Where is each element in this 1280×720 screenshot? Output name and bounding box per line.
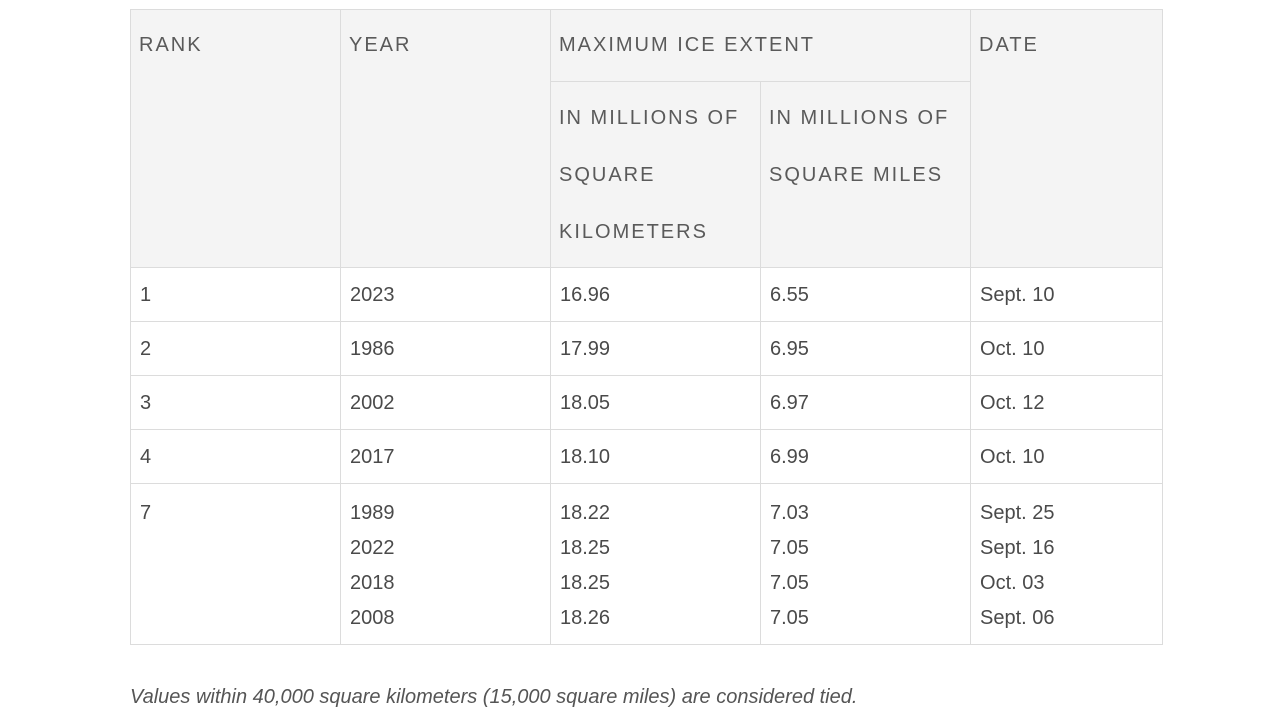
cell-rank: 4 [130, 429, 341, 484]
table-row: 3 2002 18.05 6.97 Oct. 12 [130, 375, 1164, 430]
table-row: 2 1986 17.99 6.95 Oct. 10 [130, 321, 1164, 376]
cell-rank: 7 [130, 483, 341, 645]
km-value: 18.25 [560, 572, 611, 594]
cell-date: Oct. 10 [970, 321, 1164, 376]
cell-rank: 1 [130, 267, 341, 322]
header-row: RANK YEAR MAXIMUM ICE EXTENT DATE [130, 9, 1164, 268]
cell-mi: 6.55 [759, 267, 972, 322]
cell-date: Oct. 10 [970, 429, 1164, 484]
cell-year: 1986 [340, 321, 551, 376]
cell-year: 2023 [340, 267, 551, 322]
header-square-kilometers: IN MILLIONS OF SQUARE KILOMETERS [550, 81, 761, 268]
cell-year: 2002 [340, 375, 551, 430]
year-value: 2022 [350, 537, 395, 559]
subheader-row: IN MILLIONS OF SQUARE KILOMETERS IN MILL… [131, 81, 1163, 268]
cell-km: 18.05 [550, 375, 761, 430]
table-row: 4 2017 18.10 6.99 Oct. 10 [130, 429, 1164, 484]
year-value: 2018 [350, 572, 395, 594]
header-date: DATE [970, 9, 1164, 268]
cell-mi: 6.95 [759, 321, 972, 376]
mi-value: 7.05 [770, 537, 809, 559]
cell-mi: 6.99 [759, 429, 972, 484]
mi-value: 7.03 [770, 502, 809, 524]
cell-rank: 2 [130, 321, 341, 376]
cell-km: 17.99 [550, 321, 761, 376]
footnote: Values within 40,000 square kilometers (… [130, 686, 858, 708]
cell-km-group: 18.22 18.25 18.25 18.26 [550, 483, 761, 645]
date-value: Sept. 16 [980, 537, 1055, 559]
cell-date: Sept. 10 [970, 267, 1164, 322]
ice-extent-table: RANK YEAR MAXIMUM ICE EXTENT DATE IN MIL… [130, 9, 1164, 645]
date-value: Sept. 25 [980, 502, 1055, 524]
header-maximum-ice-extent: MAXIMUM ICE EXTENT [549, 9, 972, 82]
table-row: 1 2023 16.96 6.55 Sept. 10 [130, 267, 1164, 322]
date-value: Sept. 06 [980, 607, 1055, 629]
cell-year: 2017 [340, 429, 551, 484]
date-value: Oct. 03 [980, 572, 1045, 594]
cell-mi-group: 7.03 7.05 7.05 7.05 [759, 483, 972, 645]
cell-date-group: Sept. 25 Sept. 16 Oct. 03 Sept. 06 [970, 483, 1164, 645]
cell-km: 18.10 [550, 429, 761, 484]
km-value: 18.25 [560, 537, 611, 559]
year-value: 2008 [350, 607, 395, 629]
km-value: 18.26 [560, 607, 611, 629]
mi-value: 7.05 [770, 607, 809, 629]
cell-rank: 3 [130, 375, 341, 430]
mi-value: 7.05 [770, 572, 809, 594]
year-value: 1989 [350, 502, 395, 524]
cell-date: Oct. 12 [970, 375, 1164, 430]
header-square-miles: IN MILLIONS OF SQUARE MILES [759, 81, 972, 268]
cell-km: 16.96 [550, 267, 761, 322]
km-value: 18.22 [560, 502, 611, 524]
table-row-tied-group: 7 1989 2022 2018 2008 18.22 18.25 18.25 … [130, 483, 1164, 645]
cell-year-group: 1989 2022 2018 2008 [340, 483, 551, 645]
header-year: YEAR [340, 9, 551, 268]
header-rank: RANK [130, 9, 341, 268]
cell-mi: 6.97 [759, 375, 972, 430]
